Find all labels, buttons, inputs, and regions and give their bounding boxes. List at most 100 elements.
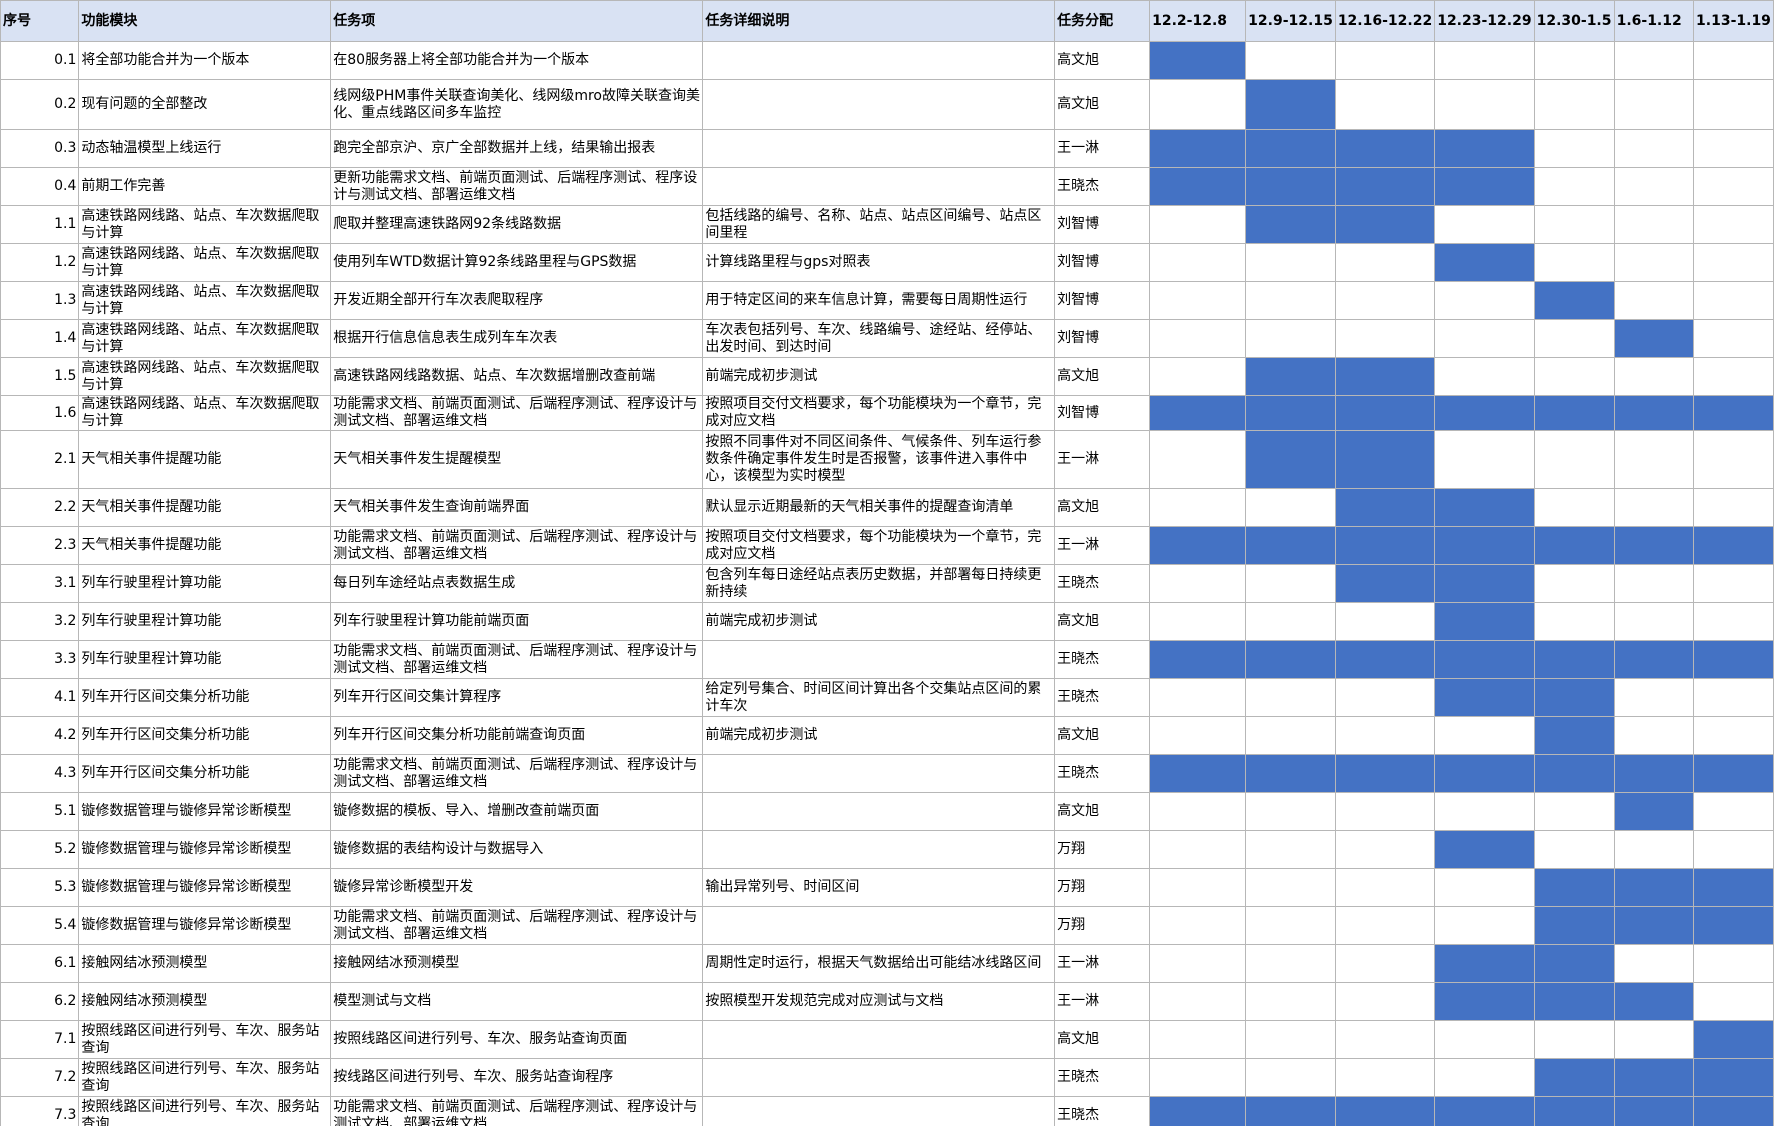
cell-task[interactable]: 列车开行区间交集分析功能前端查询页面 [330,716,704,755]
gantt-cell-week-7[interactable] [1693,564,1774,603]
gantt-cell-week-7[interactable] [1693,281,1774,320]
gantt-cell-week-6[interactable] [1613,792,1695,831]
cell-no[interactable]: 3.1 [0,564,80,603]
cell-detail[interactable] [702,906,1056,945]
cell-module[interactable]: 按照线路区间进行列号、车次、服务站查询 [78,1096,332,1126]
gantt-cell-week-5[interactable] [1533,830,1615,869]
cell-owner[interactable]: 高文旭 [1054,79,1151,130]
cell-detail[interactable]: 前端完成初步测试 [702,602,1056,641]
gantt-cell-week-1[interactable] [1149,430,1247,489]
gantt-cell-week-1[interactable] [1149,906,1247,945]
cell-owner[interactable]: 王一淋 [1054,982,1151,1021]
cell-task[interactable]: 开发近期全部开行车次表爬取程序 [330,281,704,320]
gantt-cell-week-7[interactable] [1693,41,1774,80]
gantt-cell-week-2[interactable] [1245,129,1336,168]
gantt-cell-week-2[interactable] [1245,430,1336,489]
cell-no[interactable]: 1.6 [0,395,80,431]
gantt-cell-week-5[interactable] [1533,205,1615,244]
gantt-cell-week-7[interactable] [1693,982,1774,1021]
cell-detail[interactable]: 输出异常列号、时间区间 [702,868,1056,907]
cell-no[interactable]: 6.2 [0,982,80,1021]
cell-detail[interactable]: 用于特定区间的来车信息计算，需要每日周期性运行 [702,281,1056,320]
cell-no[interactable]: 4.1 [0,678,80,717]
gantt-cell-week-5[interactable] [1533,754,1615,793]
cell-detail[interactable]: 计算线路里程与gps对照表 [702,243,1056,282]
cell-no[interactable]: 0.1 [0,41,80,80]
cell-owner[interactable]: 高文旭 [1054,357,1151,396]
cell-no[interactable]: 1.4 [0,319,80,358]
header-cell-no[interactable]: 序号 [0,0,80,42]
cell-module[interactable]: 按照线路区间进行列号、车次、服务站查询 [78,1058,332,1097]
cell-task[interactable]: 列车行驶里程计算功能前端页面 [330,602,704,641]
gantt-cell-week-4[interactable] [1434,281,1535,320]
cell-owner[interactable]: 刘智博 [1054,243,1151,282]
cell-no[interactable]: 5.3 [0,868,80,907]
cell-task[interactable]: 功能需求文档、前端页面测试、后端程序测试、程序设计与测试文档、部署运维文档 [330,395,704,431]
gantt-cell-week-6[interactable] [1613,906,1695,945]
cell-task[interactable]: 更新功能需求文档、前端页面测试、后端程序测试、程序设计与测试文档、部署运维文档 [330,167,704,206]
gantt-cell-week-1[interactable] [1149,395,1247,431]
cell-owner[interactable]: 万翔 [1054,868,1151,907]
gantt-cell-week-2[interactable] [1245,357,1336,396]
gantt-cell-week-3[interactable] [1334,678,1436,717]
cell-owner[interactable]: 高文旭 [1054,716,1151,755]
gantt-cell-week-3[interactable] [1334,830,1436,869]
gantt-cell-week-3[interactable] [1334,792,1436,831]
gantt-cell-week-1[interactable] [1149,319,1247,358]
gantt-cell-week-2[interactable] [1245,1020,1336,1059]
gantt-cell-week-1[interactable] [1149,243,1247,282]
gantt-cell-week-3[interactable] [1334,41,1436,80]
gantt-cell-week-3[interactable] [1334,1020,1436,1059]
cell-task[interactable]: 接触网结冰预测模型 [330,944,704,983]
gantt-cell-week-6[interactable] [1613,281,1695,320]
gantt-cell-week-6[interactable] [1613,430,1695,489]
gantt-cell-week-2[interactable] [1245,564,1336,603]
gantt-cell-week-6[interactable] [1613,243,1695,282]
gantt-cell-week-1[interactable] [1149,754,1247,793]
gantt-cell-week-4[interactable] [1434,395,1535,431]
gantt-cell-week-1[interactable] [1149,868,1247,907]
cell-detail[interactable]: 包括线路的编号、名称、站点、站点区间编号、站点区间里程 [702,205,1056,244]
gantt-cell-week-6[interactable] [1613,357,1695,396]
gantt-cell-week-1[interactable] [1149,830,1247,869]
gantt-cell-week-7[interactable] [1693,395,1774,431]
gantt-cell-week-3[interactable] [1334,79,1436,130]
cell-module[interactable]: 天气相关事件提醒功能 [78,488,332,527]
cell-no[interactable]: 7.2 [0,1058,80,1097]
cell-task[interactable]: 功能需求文档、前端页面测试、后端程序测试、程序设计与测试文档、部署运维文档 [330,906,704,945]
gantt-cell-week-6[interactable] [1613,488,1695,527]
gantt-cell-week-7[interactable] [1693,944,1774,983]
gantt-cell-week-6[interactable] [1613,678,1695,717]
cell-task[interactable]: 天气相关事件发生提醒模型 [330,430,704,489]
gantt-cell-week-4[interactable] [1434,754,1535,793]
gantt-cell-week-7[interactable] [1693,716,1774,755]
cell-detail[interactable]: 按照模型开发规范完成对应测试与文档 [702,982,1056,1021]
gantt-cell-week-6[interactable] [1613,1096,1695,1126]
gantt-cell-week-6[interactable] [1613,79,1695,130]
cell-no[interactable]: 3.3 [0,640,80,679]
gantt-cell-week-4[interactable] [1434,868,1535,907]
cell-detail[interactable] [702,41,1056,80]
gantt-cell-week-1[interactable] [1149,1096,1247,1126]
gantt-cell-week-5[interactable] [1533,526,1615,565]
gantt-cell-week-3[interactable] [1334,167,1436,206]
gantt-cell-week-5[interactable] [1533,906,1615,945]
gantt-cell-week-4[interactable] [1434,564,1535,603]
gantt-cell-week-7[interactable] [1693,129,1774,168]
gantt-cell-week-2[interactable] [1245,281,1336,320]
gantt-cell-week-4[interactable] [1434,41,1535,80]
cell-task[interactable]: 功能需求文档、前端页面测试、后端程序测试、程序设计与测试文档、部署运维文档 [330,754,704,793]
cell-no[interactable]: 2.1 [0,430,80,489]
gantt-cell-week-6[interactable] [1613,868,1695,907]
cell-no[interactable]: 2.2 [0,488,80,527]
cell-owner[interactable]: 万翔 [1054,906,1151,945]
gantt-cell-week-5[interactable] [1533,430,1615,489]
gantt-cell-week-1[interactable] [1149,602,1247,641]
gantt-cell-week-3[interactable] [1334,564,1436,603]
gantt-cell-week-3[interactable] [1334,526,1436,565]
header-cell-week-5[interactable]: 12.30-1.5 [1533,0,1615,42]
cell-detail[interactable]: 按照项目交付文档要求，每个功能模块为一个章节，完成对应文档 [702,526,1056,565]
gantt-cell-week-6[interactable] [1613,640,1695,679]
gantt-cell-week-1[interactable] [1149,129,1247,168]
cell-module[interactable]: 前期工作完善 [78,167,332,206]
